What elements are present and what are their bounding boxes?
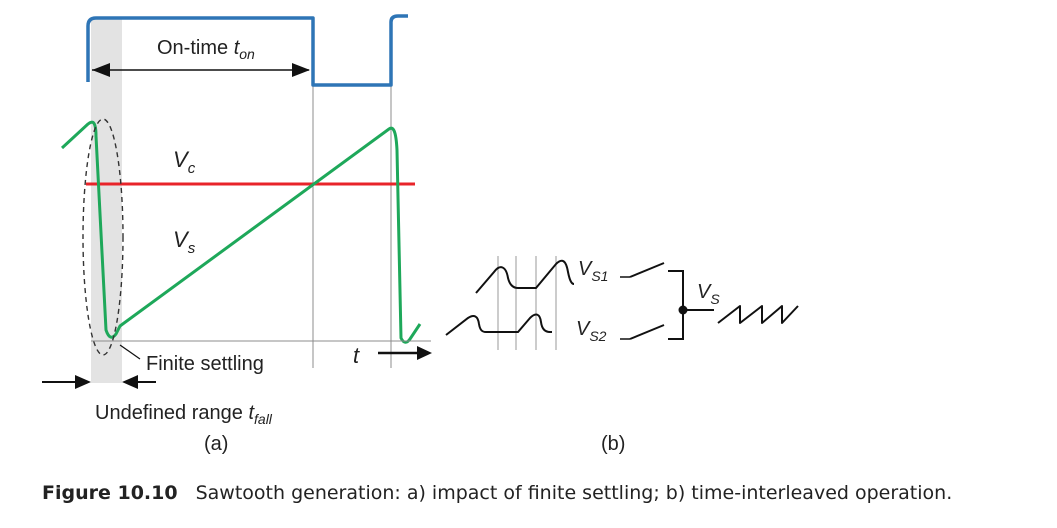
gate-waveform	[86, 14, 408, 87]
vs1-sawtooth	[475, 259, 575, 294]
s2-wire	[668, 310, 684, 340]
settling-ellipse	[82, 118, 124, 356]
undefined-range-label: Undefined range tfall	[95, 402, 273, 427]
figure-number: Figure 10.10	[42, 482, 178, 504]
panel-b-label: (b)	[601, 433, 625, 455]
panel-b: VS1 VS2 VS (b)	[445, 256, 799, 455]
on-time-arrowhead-right	[292, 63, 310, 77]
settling-pointer	[119, 344, 141, 360]
vs-output-label: VS	[697, 281, 720, 307]
vs2-sawtooth	[445, 313, 552, 336]
t-axis-label: t	[353, 343, 360, 368]
vs-label: Vs	[173, 227, 196, 257]
on-time-label: On-time ton	[157, 37, 255, 62]
vs2-label: VS2	[576, 318, 607, 344]
panel-a-label: (a)	[204, 433, 228, 455]
finite-settling-label: Finite settling	[146, 353, 264, 375]
switch-s1	[629, 262, 665, 278]
undefined-range-arrowhead-left	[75, 375, 91, 389]
vc-label: Vc	[173, 147, 196, 177]
s1-wire	[668, 270, 684, 310]
panel-a: On-time ton Vc Vs Finite settling t Unde…	[42, 14, 432, 455]
vs1-label: VS1	[578, 258, 608, 284]
undefined-range-arrowhead-right	[122, 375, 138, 389]
on-time-arrowhead-left	[92, 63, 110, 77]
figure-caption: Figure 10.10 Sawtooth generation: a) impa…	[42, 482, 1042, 504]
figure-caption-text: Sawtooth generation: a) impact of finite…	[195, 482, 953, 504]
switch-s2	[629, 324, 665, 340]
vs-output-sawtooth	[717, 305, 799, 324]
time-axis-arrowhead	[417, 346, 432, 360]
